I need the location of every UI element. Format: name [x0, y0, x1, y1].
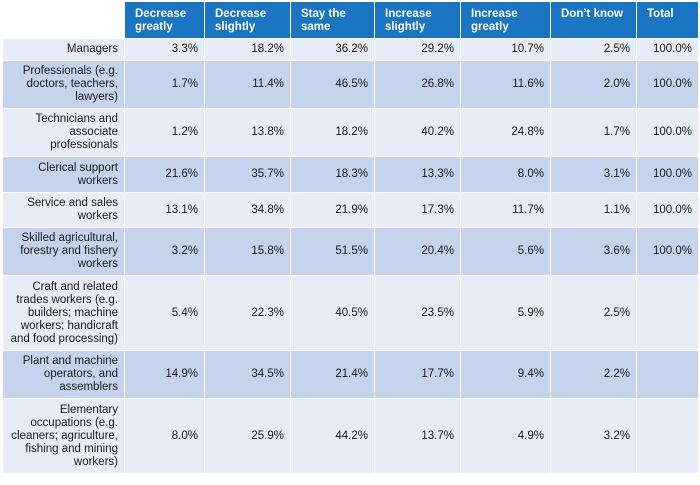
header-cell: Total	[636, 1, 699, 39]
table-cell: 51.5%	[290, 227, 375, 276]
table-cell: 3.2%	[124, 227, 205, 276]
table-row: Service and sales workers 13.1% 34.8% 21.9%…	[2, 192, 699, 228]
table-row: Craft and related trades workers (e.g. b…	[2, 275, 699, 351]
table-cell: 44.2%	[290, 398, 375, 474]
table-cell: 100.0%	[636, 192, 699, 228]
table-row: Elementary occupations (e.g. cleaners; a…	[2, 398, 699, 474]
table-cell: 2.5%	[550, 38, 637, 61]
table-cell	[636, 275, 699, 351]
table-cell: 5.6%	[460, 227, 551, 276]
table-cell: 29.2%	[374, 38, 461, 61]
table-cell: 8.0%	[124, 398, 205, 474]
header-cell: Decrease greatly	[124, 1, 205, 39]
table-cell: 3.2%	[550, 398, 637, 474]
table-cell: 35.7%	[204, 156, 291, 193]
table-cell: 24.8%	[460, 108, 551, 157]
table-cell: 11.4%	[204, 60, 291, 109]
row-label: Professionals (e.g. doctors, teachers, l…	[2, 60, 125, 109]
table-cell: 1.7%	[124, 60, 205, 109]
table-cell: 13.7%	[374, 398, 461, 474]
table-cell: 3.3%	[124, 38, 205, 61]
table-cell: 2.0%	[550, 60, 637, 109]
table-cell: 23.5%	[374, 275, 461, 351]
table-cell: 13.8%	[204, 108, 291, 157]
table-cell: 36.2%	[290, 38, 375, 61]
table-row: Managers 3.3% 18.2% 36.2% 29.2% 10.7% 2.5% 100.…	[2, 38, 699, 61]
row-label: Technicians and associate professionals	[2, 108, 125, 157]
table-cell: 40.2%	[374, 108, 461, 157]
table-container: Decrease greatly Decrease slightly Stay …	[2, 1, 699, 474]
table-cell: 17.7%	[374, 350, 461, 399]
row-label: Craft and related trades workers (e.g. b…	[2, 275, 125, 351]
table-cell: 1.1%	[550, 192, 637, 228]
row-label: Service and sales workers	[2, 192, 125, 228]
header-row: Decrease greatly Decrease slightly Stay …	[2, 1, 699, 39]
table-cell: 9.4%	[460, 350, 551, 399]
table-cell: 11.7%	[460, 192, 551, 228]
table-cell: 2.2%	[550, 350, 637, 399]
table-cell: 14.9%	[124, 350, 205, 399]
header-cell-blank	[2, 1, 125, 39]
table-cell: 21.4%	[290, 350, 375, 399]
row-label: Clerical support workers	[2, 156, 125, 193]
table-cell: 10.7%	[460, 38, 551, 61]
table-cell: 8.0%	[460, 156, 551, 193]
table-cell: 2.5%	[550, 275, 637, 351]
row-label: Skilled agricultural, forestry and fishe…	[2, 227, 125, 276]
table-cell: 11.6%	[460, 60, 551, 109]
table-cell: 18.3%	[290, 156, 375, 193]
table-cell: 100.0%	[636, 227, 699, 276]
table-cell: 17.3%	[374, 192, 461, 228]
table-cell: 13.1%	[124, 192, 205, 228]
header-cell: Increase slightly	[374, 1, 461, 39]
table-cell: 13.3%	[374, 156, 461, 193]
table-cell: 3.6%	[550, 227, 637, 276]
table-cell: 22.3%	[204, 275, 291, 351]
table-cell: 26.8%	[374, 60, 461, 109]
table-cell: 5.9%	[460, 275, 551, 351]
table-cell	[636, 398, 699, 474]
table-cell: 100.0%	[636, 60, 699, 109]
table-cell: 1.7%	[550, 108, 637, 157]
table-cell: 4.9%	[460, 398, 551, 474]
table-row: Technicians and associate professionals 1…	[2, 108, 699, 157]
table-cell: 15.8%	[204, 227, 291, 276]
row-label: Plant and machine operators, and assembl…	[2, 350, 125, 399]
header-cell: Increase greatly	[460, 1, 551, 39]
row-label: Managers	[2, 38, 125, 61]
table-row: Professionals (e.g. doctors, teachers, l…	[2, 60, 699, 109]
table-cell	[636, 350, 699, 399]
table-cell: 20.4%	[374, 227, 461, 276]
table-cell: 46.5%	[290, 60, 375, 109]
table-cell: 3.1%	[550, 156, 637, 193]
row-label: Elementary occupations (e.g. cleaners; a…	[2, 398, 125, 474]
table-cell: 100.0%	[636, 38, 699, 61]
table-row: Skilled agricultural, forestry and fishe…	[2, 227, 699, 276]
table-cell: 100.0%	[636, 108, 699, 157]
table-cell: 34.5%	[204, 350, 291, 399]
table-cell: 21.6%	[124, 156, 205, 193]
table-row: Plant and machine operators, and assembl…	[2, 350, 699, 399]
header-cell: Decrease slightly	[204, 1, 291, 39]
header-cell: Stay the same	[290, 1, 375, 39]
table-cell: 18.2%	[290, 108, 375, 157]
table-cell: 34.8%	[204, 192, 291, 228]
table-cell: 18.2%	[204, 38, 291, 61]
occupation-change-table: Decrease greatly Decrease slightly Stay …	[2, 1, 699, 474]
table-cell: 100.0%	[636, 156, 699, 193]
table-cell: 21.9%	[290, 192, 375, 228]
table-cell: 40.5%	[290, 275, 375, 351]
table-row: Clerical support workers 21.6% 35.7% 18.3% 1…	[2, 156, 699, 193]
header-cell: Don’t know	[550, 1, 637, 39]
table-cell: 25.9%	[204, 398, 291, 474]
table-cell: 5.4%	[124, 275, 205, 351]
table-cell: 1.2%	[124, 108, 205, 157]
